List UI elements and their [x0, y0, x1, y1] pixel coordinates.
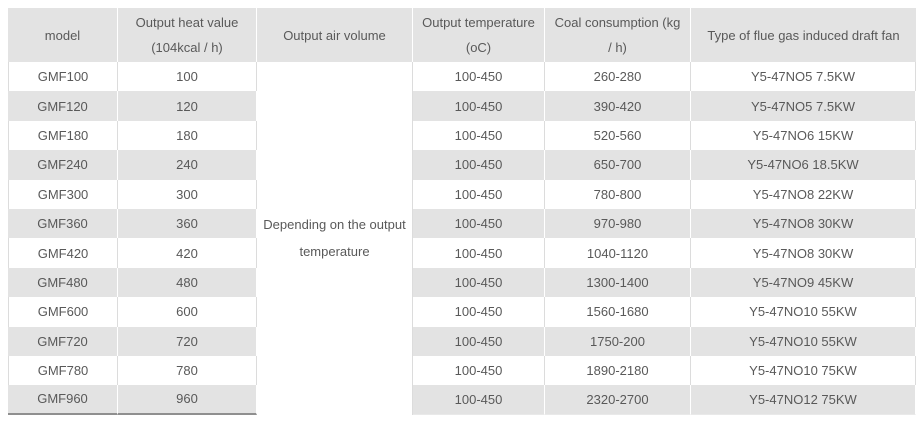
- cell-output-temperature: 100-450: [413, 179, 545, 209]
- air-volume-note-line-2: temperature: [299, 244, 370, 260]
- table-body: GMF100 100 Depending on the output temperat…: [8, 62, 916, 415]
- table-row: GMF240 240 100-450 650-700 Y5-47NO6 18.5KW: [8, 150, 916, 180]
- cell-heat-value: 240: [118, 150, 257, 180]
- col-header-heat-value: Output heat value (104kcal / h): [118, 8, 257, 62]
- table-row: GMF180 180 100-450 520-560 Y5-47NO6 15KW: [8, 120, 916, 151]
- cell-coal-consumption: 650-700: [545, 150, 691, 180]
- table-row: GMF600 600 100-450 1560-1680 Y5-47NO10 55KW: [8, 297, 916, 327]
- table-header: model Output heat value (104kcal / h) Ou…: [8, 8, 916, 62]
- cell-output-temperature: 100-450: [413, 385, 545, 415]
- table-row: GMF780 780 100-450 1890-2180 Y5-47NO10 75KW: [8, 355, 916, 386]
- cell-output-temperature: 100-450: [413, 208, 545, 239]
- cell-fan-type: Y5-47NO5 7.5KW: [691, 91, 916, 121]
- table-row: GMF360 360 100-450 970-980 Y5-47NO8 30KW: [8, 208, 916, 239]
- cell-fan-type: Y5-47NO8 30KW: [691, 208, 916, 239]
- cell-model: GMF600: [8, 297, 118, 327]
- header-line-2: (104kcal / h): [151, 40, 223, 55]
- cell-output-temperature: 100-450: [413, 150, 545, 180]
- table-row: GMF960 960 100-450 2320-2700 Y5-47NO12 75KW: [8, 385, 916, 415]
- cell-model: GMF480: [8, 267, 118, 298]
- air-volume-note-line-1: Depending on the output: [263, 217, 406, 233]
- cell-fan-type: Y5-47NO8 30KW: [691, 238, 916, 268]
- cell-heat-value: 300: [118, 179, 257, 209]
- cell-model: GMF180: [8, 120, 118, 151]
- cell-model: GMF720: [8, 326, 118, 356]
- cell-model: GMF360: [8, 208, 118, 239]
- table-row: GMF300 300 100-450 780-800 Y5-47NO8 22KW: [8, 179, 916, 209]
- cell-fan-type: Y5-47NO10 55KW: [691, 326, 916, 356]
- cell-output-temperature: 100-450: [413, 238, 545, 268]
- air-volume-merged-cell: Depending on the output temperature: [257, 62, 413, 415]
- cell-coal-consumption: 1890-2180: [545, 355, 691, 386]
- header-line-2: (oC): [465, 40, 492, 55]
- cell-coal-consumption: 780-800: [545, 179, 691, 209]
- header-line-1: Output temperature: [422, 15, 535, 30]
- cell-fan-type: Y5-47NO6 15KW: [691, 120, 916, 151]
- table-row: GMF100 100 Depending on the output temperat…: [8, 62, 916, 415]
- table-row: GMF720 720 100-450 1750-200 Y5-47NO10 55KW: [8, 326, 916, 356]
- cell-model: GMF960: [8, 385, 118, 415]
- col-header-air-volume: Output air volume: [257, 8, 413, 62]
- header-line-2: / h): [608, 40, 627, 55]
- cell-fan-type: Y5-47NO5 7.5KW: [691, 62, 916, 92]
- cell-fan-type: Y5-47NO10 75KW: [691, 355, 916, 386]
- table-row: GMF420 420 100-450 1040-1120 Y5-47NO8 30KW: [8, 238, 916, 268]
- cell-fan-type: Y5-47NO9 45KW: [691, 267, 916, 298]
- cell-model: GMF120: [8, 91, 118, 121]
- cell-coal-consumption: 390-420: [545, 91, 691, 121]
- cell-model: GMF100: [8, 62, 118, 92]
- cell-fan-type: Y5-47NO8 22KW: [691, 179, 916, 209]
- cell-model: GMF300: [8, 179, 118, 209]
- cell-output-temperature: 100-450: [413, 267, 545, 298]
- product-spec-table: model Output heat value (104kcal / h) Ou…: [8, 8, 916, 415]
- header-row: model Output heat value (104kcal / h) Ou…: [8, 8, 916, 62]
- cell-fan-type: Y5-47NO12 75KW: [691, 385, 916, 415]
- cell-coal-consumption: 1300-1400: [545, 267, 691, 298]
- col-header-model: model: [8, 8, 118, 62]
- header-line-1: Output heat value: [135, 15, 239, 30]
- col-header-fan-type: Type of flue gas induced draft fan: [691, 8, 916, 62]
- table-row: GMF120 120 100-450 390-420 Y5-47NO5 7.5KW: [8, 91, 916, 121]
- table-row: GMF480 480 100-450 1300-1400 Y5-47NO9 45KW: [8, 267, 916, 298]
- cell-output-temperature: 100-450: [413, 120, 545, 151]
- cell-coal-consumption: 970-980: [545, 208, 691, 239]
- cell-output-temperature: 100-450: [413, 355, 545, 386]
- cell-output-temperature: 100-450: [413, 62, 545, 92]
- cell-coal-consumption: 1560-1680: [545, 297, 691, 327]
- cell-heat-value: 960: [118, 385, 257, 415]
- header-line-1: Coal consumption (kg: [554, 15, 681, 30]
- cell-coal-consumption: 520-560: [545, 120, 691, 151]
- col-header-coal-consumption: Coal consumption (kg / h): [545, 8, 691, 62]
- cell-model: GMF240: [8, 150, 118, 180]
- cell-heat-value: 180: [118, 120, 257, 151]
- cell-model: GMF420: [8, 238, 118, 268]
- cell-heat-value: 720: [118, 326, 257, 356]
- cell-coal-consumption: 1750-200: [545, 326, 691, 356]
- cell-output-temperature: 100-450: [413, 297, 545, 327]
- cell-fan-type: Y5-47NO10 55KW: [691, 297, 916, 327]
- cell-heat-value: 360: [118, 208, 257, 239]
- cell-fan-type: Y5-47NO6 18.5KW: [691, 150, 916, 180]
- cell-heat-value: 100: [118, 62, 257, 92]
- cell-heat-value: 780: [118, 355, 257, 386]
- cell-coal-consumption: 2320-2700: [545, 385, 691, 415]
- cell-coal-consumption: 260-280: [545, 62, 691, 92]
- cell-heat-value: 600: [118, 297, 257, 327]
- cell-heat-value: 420: [118, 238, 257, 268]
- cell-heat-value: 120: [118, 91, 257, 121]
- cell-model: GMF780: [8, 355, 118, 386]
- cell-output-temperature: 100-450: [413, 91, 545, 121]
- cell-output-temperature: 100-450: [413, 326, 545, 356]
- cell-heat-value: 480: [118, 267, 257, 298]
- cell-coal-consumption: 1040-1120: [545, 238, 691, 268]
- col-header-output-temperature: Output temperature (oC): [413, 8, 545, 62]
